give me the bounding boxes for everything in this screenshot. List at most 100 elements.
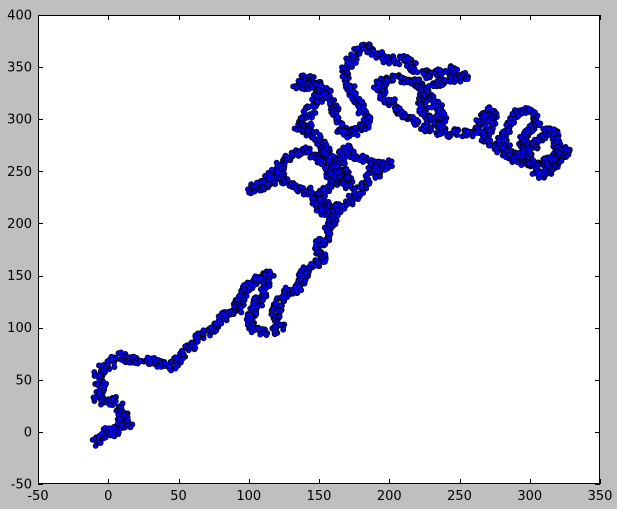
data-point-860 bbox=[266, 172, 273, 179]
data-point-1777 bbox=[464, 76, 471, 82]
data-point-649 bbox=[315, 260, 322, 266]
data-point-225 bbox=[130, 353, 137, 360]
data-point-1511 bbox=[344, 134, 351, 141]
data-point-1449 bbox=[327, 87, 334, 94]
data-point-358 bbox=[222, 312, 229, 318]
data-point-1106 bbox=[372, 174, 379, 181]
data-point-2440 bbox=[526, 106, 533, 113]
data-point-85 bbox=[125, 417, 131, 424]
data-point-639 bbox=[308, 260, 315, 267]
data-point-785 bbox=[288, 181, 295, 188]
data-point-1635 bbox=[350, 53, 357, 60]
data-point-1166 bbox=[334, 207, 341, 214]
data-point-335 bbox=[207, 324, 214, 331]
y-tick-label: 50 bbox=[15, 373, 32, 388]
data-point-1114 bbox=[364, 175, 371, 182]
data-point-902 bbox=[293, 151, 300, 158]
data-point-1564 bbox=[355, 103, 362, 110]
data-point-831 bbox=[246, 189, 253, 196]
data-point-1095 bbox=[381, 166, 388, 173]
data-point-2527 bbox=[519, 153, 526, 160]
data-point-850 bbox=[261, 178, 268, 185]
data-point-1495 bbox=[338, 120, 345, 127]
data-point-2499 bbox=[500, 145, 506, 152]
data-point-2095 bbox=[455, 127, 462, 134]
data-point-2054 bbox=[441, 111, 448, 118]
data-point-863 bbox=[268, 166, 275, 173]
data-point-1782 bbox=[457, 78, 464, 85]
data-point-1351 bbox=[312, 109, 319, 116]
data-point-2412 bbox=[524, 126, 531, 133]
data-point-1169 bbox=[332, 202, 338, 209]
data-point-401 bbox=[241, 286, 248, 293]
data-point-1663 bbox=[370, 47, 377, 54]
data-point-2078 bbox=[436, 131, 443, 138]
data-point-1964 bbox=[375, 79, 382, 86]
data-point-2201 bbox=[486, 142, 493, 149]
data-point-1417 bbox=[293, 83, 300, 90]
data-point-706 bbox=[331, 220, 338, 227]
data-points bbox=[89, 41, 573, 449]
data-point-291 bbox=[178, 347, 185, 354]
data-point-2613 bbox=[551, 156, 558, 163]
data-point-136 bbox=[92, 395, 99, 402]
data-point-2475 bbox=[505, 127, 512, 134]
x-tick-label: 300 bbox=[517, 489, 542, 504]
data-point-2356 bbox=[533, 165, 539, 172]
y-tick-label: 200 bbox=[7, 217, 32, 232]
data-point-763 bbox=[307, 184, 314, 191]
data-point-1126 bbox=[359, 184, 366, 190]
data-point-1217 bbox=[320, 186, 327, 192]
data-point-2347 bbox=[529, 170, 536, 177]
x-tick-label: 250 bbox=[447, 489, 472, 504]
y-tick-label: 100 bbox=[7, 321, 32, 336]
x-tick-label: 150 bbox=[307, 489, 332, 504]
y-tick-label: 400 bbox=[7, 9, 32, 24]
data-point-1922 bbox=[396, 105, 403, 112]
data-point-673 bbox=[313, 242, 319, 249]
data-point-1856 bbox=[421, 109, 428, 116]
data-point-1723 bbox=[414, 69, 421, 76]
data-point-2197 bbox=[487, 137, 494, 144]
data-point-433 bbox=[262, 271, 269, 278]
x-tick-label: 200 bbox=[377, 489, 402, 504]
data-point-391 bbox=[243, 293, 250, 300]
data-point-879 bbox=[277, 161, 284, 168]
data-point-1203 bbox=[316, 196, 323, 203]
data-point-2605 bbox=[555, 149, 562, 156]
data-point-304 bbox=[188, 339, 195, 346]
data-point-914 bbox=[304, 149, 311, 156]
data-point-2212 bbox=[494, 149, 501, 156]
data-point-1424 bbox=[298, 85, 305, 92]
data-point-1802 bbox=[441, 77, 448, 83]
y-tick-label: 250 bbox=[7, 165, 32, 180]
data-point-2174 bbox=[481, 122, 488, 129]
data-point-1767 bbox=[454, 66, 461, 73]
data-point-2363 bbox=[525, 159, 532, 166]
data-point-1002 bbox=[343, 166, 350, 172]
data-point-468 bbox=[259, 297, 266, 304]
data-point-1547 bbox=[366, 113, 373, 120]
data-point-2574 bbox=[545, 131, 552, 138]
data-point-1690 bbox=[394, 59, 401, 66]
data-point-1198 bbox=[310, 195, 317, 202]
data-point-108 bbox=[117, 403, 124, 410]
data-point-1443 bbox=[315, 86, 322, 93]
data-point-1644 bbox=[354, 45, 361, 52]
data-point-1436 bbox=[309, 84, 316, 91]
data-point-1973 bbox=[383, 77, 390, 84]
data-point-1652 bbox=[360, 45, 367, 52]
data-point-2061 bbox=[442, 118, 449, 125]
data-point-231 bbox=[137, 357, 143, 364]
data-point-350 bbox=[215, 313, 222, 320]
data-point-1209 bbox=[315, 190, 322, 197]
data-point-576 bbox=[273, 300, 280, 307]
data-point-1466 bbox=[327, 100, 333, 107]
data-point-2454 bbox=[515, 112, 522, 119]
data-point-2170 bbox=[489, 120, 496, 127]
data-point-1979 bbox=[389, 76, 396, 83]
data-point-1365 bbox=[313, 98, 320, 105]
data-point-1707 bbox=[401, 56, 408, 63]
data-point-1357 bbox=[305, 104, 312, 110]
data-point-1754 bbox=[442, 68, 449, 75]
